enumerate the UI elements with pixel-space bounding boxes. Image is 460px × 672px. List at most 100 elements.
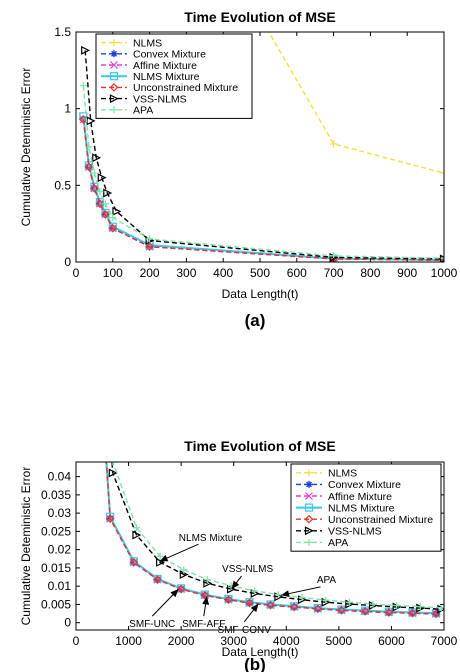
panel-label: (a) [245,311,266,330]
annotation-arrow-head [159,554,169,562]
data-point [203,576,211,584]
legend-swatch-marker [304,503,314,512]
chart-title: Time Evolution of MSE [184,438,335,454]
data-point [439,254,444,262]
data-point [99,400,106,407]
data-point [289,602,299,612]
legend-entry-label: APA [328,537,348,549]
data-point [129,557,138,566]
annotation-arrow-head [250,603,259,613]
data-point [105,514,115,523]
data-point [313,604,323,614]
series-group [99,345,444,619]
series-line [84,50,444,260]
y-tick-label: 0.025 [41,524,71,538]
x-tick-label: 0 [73,266,80,280]
data-point [156,552,164,560]
legend-entry-label: Affine Mixture [328,491,392,503]
y-tick-label: 0 [64,255,71,269]
data-point [99,400,106,407]
legend-swatch-marker [110,106,118,114]
data-point [101,208,110,218]
data-point [384,608,394,617]
data-point [106,512,115,521]
data-point [345,598,353,606]
x-tick-label: 1000 [431,266,458,280]
data-point [266,600,275,610]
data-point [84,162,94,172]
y-axis-label: Cumulative Deteministic Error [19,68,33,227]
data-point [109,214,117,222]
x-tick-label: 2000 [168,634,195,648]
legend-swatch-marker [109,83,119,92]
legend-entry-label: APA [133,105,153,117]
x-tick-label: 700 [324,266,344,280]
y-axis-label: Cumulative Deteministic Error [19,467,33,626]
data-point [109,462,117,466]
legend-entry-label: NLMS [133,37,162,49]
y-tick-label: 0.005 [41,597,71,611]
annotation-label: VSS-NLMS [222,564,273,575]
legend-swatch-marker [110,61,118,69]
x-tick-label: 900 [397,266,417,280]
legend-entry-label: NLMS [328,468,357,480]
legend-entry-label: Affine Mixture [133,60,197,72]
data-point [145,242,154,252]
data-point [99,400,106,407]
series-line [268,32,444,174]
data-point [330,140,338,148]
data-point [108,222,117,231]
series-line [105,462,437,615]
data-point [146,235,154,243]
data-point [101,345,108,352]
legend-swatch-marker [305,480,313,488]
y-tick-label: 0.5 [54,178,71,192]
data-point [176,584,186,594]
data-point [408,608,417,618]
x-axis-label: Data Length(t) [222,287,299,301]
legend-swatch-marker [110,50,118,58]
data-point [337,605,346,615]
data-point [101,210,110,219]
data-point [440,254,444,262]
data-point [90,184,99,193]
data-point [99,400,106,407]
legend-entry-label: NLMS Mixture [328,502,395,514]
y-tick-label: 0.03 [48,506,72,520]
annotation-label: SMF-UNC [129,619,175,630]
chart-panel-b: Time Evolution of MSE 0 1000 2000 3000 4000 50… [19,345,458,672]
plot-frame [75,461,445,631]
data-point [360,607,370,616]
annotation-arrow-head [170,589,179,598]
data-point [416,603,424,611]
data-point [440,169,444,177]
legend-swatch-marker [110,39,118,47]
series-line [82,119,444,261]
annotation-label: SMF-CONV [218,625,272,636]
data-point [97,173,107,183]
y-tick-label: 0.015 [41,561,71,575]
y-tick-label: 1.5 [54,25,71,39]
x-tick-label: 500 [250,266,270,280]
data-point [79,82,87,90]
series-line [105,462,437,615]
annotation-arrow-head [281,590,290,598]
annotation-arrow-head [202,596,210,605]
x-tick-label: 5000 [326,634,353,648]
annotation-label: NLMS Mixture [179,533,243,544]
data-point [112,206,122,216]
legend-swatch-marker [305,492,313,500]
x-tick-label: 4000 [273,634,300,648]
legend-entry-label: VSS-NLMS [328,526,382,538]
series-line [82,116,444,261]
legend-entry-label: VSS-NLMS [133,93,187,105]
data-point [322,596,330,604]
chart-panel-a: Time Evolution of MSE 0 100 200 300 400 500 600… [19,9,458,330]
series-line [112,462,442,609]
x-tick-label: 1000 [115,634,142,648]
data-point [132,530,142,540]
data-point [153,575,162,584]
data-point [180,566,188,574]
data-point [393,602,401,610]
data-point [108,468,118,478]
